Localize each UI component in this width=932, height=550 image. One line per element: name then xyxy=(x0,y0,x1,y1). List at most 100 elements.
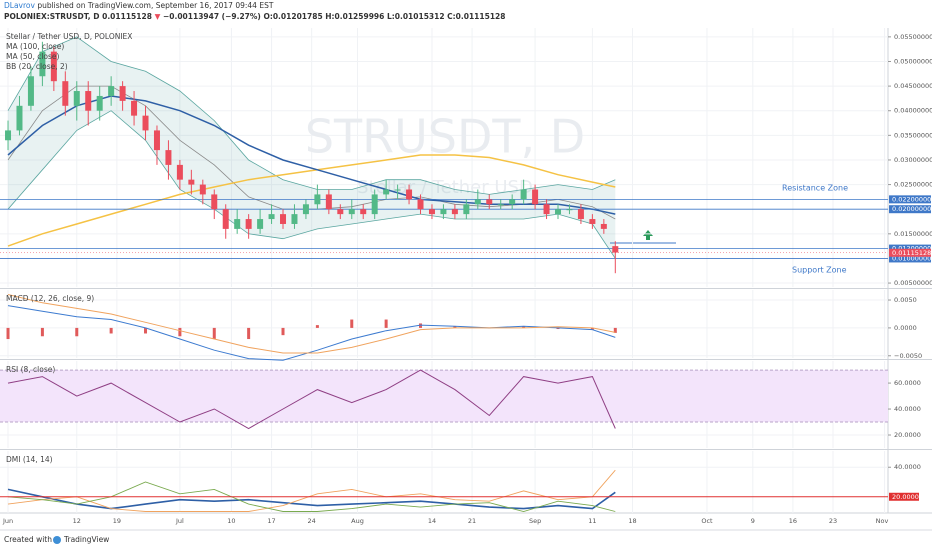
level-label-box xyxy=(889,254,931,263)
price: 0.01115128 xyxy=(102,12,152,21)
candle-body xyxy=(440,209,447,215)
rsi-line xyxy=(7,369,616,430)
macd-histogram-bar xyxy=(247,327,251,340)
candle-body xyxy=(188,179,195,185)
y-tick-label: 0.05000000 xyxy=(894,57,932,65)
candle-body xyxy=(39,51,46,77)
macd-histogram-bar xyxy=(212,327,216,340)
y-tick-label: 60.0000 xyxy=(894,379,921,387)
macd-line xyxy=(7,305,616,361)
level-label: 0.02200000 xyxy=(892,195,931,203)
y-tick-label: 40.0000 xyxy=(894,405,921,413)
panel-title: RSI (8, close) xyxy=(6,365,55,374)
candle-body xyxy=(371,194,378,215)
watermark-subtitle: Stellar / Tether USD xyxy=(357,177,533,198)
y-tick-label: 0.0000 xyxy=(894,324,917,332)
candle-body xyxy=(62,81,69,106)
candle-body xyxy=(600,223,607,229)
footer-brand[interactable]: TradingView xyxy=(63,535,109,544)
candle-body xyxy=(417,199,424,210)
y-tick-label: 40.0000 xyxy=(894,463,921,471)
candle-body xyxy=(50,51,57,82)
x-tick-label: 19 xyxy=(113,517,121,525)
candle-body xyxy=(555,209,562,215)
author[interactable]: DLavrov xyxy=(4,1,35,10)
candle-body xyxy=(337,209,344,215)
legend-title: Stellar / Tether USD, D, POLONIEX xyxy=(6,32,132,41)
candle-body xyxy=(383,189,390,195)
candle-body xyxy=(176,164,183,180)
candle-body xyxy=(245,219,252,229)
x-tick-label: 10 xyxy=(227,517,235,525)
change: −0.00113947 (−9.27%) xyxy=(163,12,261,21)
macd-histogram-bar xyxy=(75,327,79,337)
x-tick-label: Jul xyxy=(175,517,184,525)
candle-body xyxy=(474,199,481,205)
legend-entry: BB (20, close, 2) xyxy=(6,62,68,71)
macd-histogram-bar xyxy=(384,319,388,328)
logo xyxy=(53,536,61,544)
candle-body xyxy=(302,204,309,215)
candle-body xyxy=(73,91,80,106)
candle-body xyxy=(257,219,264,229)
candle-body xyxy=(222,209,229,229)
candle-body xyxy=(96,95,103,111)
x-tick-label: 17 xyxy=(267,517,275,525)
symbol: POLONIEX:STRUSDT, D xyxy=(4,12,99,21)
annotation: Resistance Zone xyxy=(782,184,848,193)
level-label-box xyxy=(889,244,931,253)
x-tick-label: 18 xyxy=(628,517,636,525)
last-price-label: 0.01115128 xyxy=(892,249,931,257)
y-tick-label: 0.03500000 xyxy=(894,131,932,139)
published: published on TradingView.com, September … xyxy=(35,1,274,10)
macd-histogram-bar xyxy=(522,326,526,328)
candle-body xyxy=(394,189,401,191)
arrow: ▼ xyxy=(155,12,161,21)
level-label: 0.01000000 xyxy=(892,254,931,262)
macd-histogram-bar xyxy=(590,327,594,330)
y-tick-label: 0.01500000 xyxy=(894,230,932,238)
candle-body xyxy=(153,130,160,151)
candle-body xyxy=(543,204,550,215)
x-tick-label: Jun xyxy=(2,517,13,525)
panel-title: DMI (14, 14) xyxy=(6,455,53,464)
candle-body xyxy=(463,204,470,215)
x-tick-label: 9 xyxy=(751,517,755,525)
footer-created: Created with xyxy=(4,535,52,544)
y-tick-label: 20.0000 xyxy=(894,431,921,439)
level-label: 0.02000000 xyxy=(892,205,931,213)
candle-body xyxy=(348,209,355,215)
macd-histogram-bar xyxy=(350,319,354,328)
candle-body xyxy=(85,91,92,111)
panel-title: MACD (12, 26, close, 9) xyxy=(6,294,94,303)
candle-body xyxy=(520,189,527,200)
legend-entry: MA (50, close) xyxy=(6,52,60,61)
candle-body xyxy=(325,194,332,210)
macd-histogram-bar xyxy=(144,327,148,334)
candle-body xyxy=(16,105,23,131)
macd-histogram-bar xyxy=(178,327,182,337)
candle-body xyxy=(142,115,149,131)
x-tick-label: 11 xyxy=(588,517,596,525)
candle-body xyxy=(131,100,138,116)
candle-body xyxy=(428,209,435,215)
candle-body xyxy=(234,219,241,229)
macd-histogram-bar xyxy=(281,327,285,336)
x-tick-label: Sep xyxy=(529,517,541,525)
macd-histogram-bar xyxy=(315,325,319,328)
x-tick-label: 12 xyxy=(73,517,81,525)
macd-histogram-bar xyxy=(109,327,113,334)
level-label: 0.01200000 xyxy=(892,245,931,253)
y-tick-label: 0.04000000 xyxy=(894,107,932,115)
candle-body xyxy=(589,219,596,224)
y-tick-label: 0.04500000 xyxy=(894,82,932,90)
x-tick-label: 24 xyxy=(308,517,316,525)
candle-body xyxy=(406,189,413,200)
rsi-band xyxy=(0,370,888,423)
x-tick-label: 14 xyxy=(428,517,436,525)
macd-histogram-bar xyxy=(419,323,423,328)
level-label-box xyxy=(889,195,931,204)
candle-body xyxy=(509,199,516,205)
y-tick-label: 0.00500000 xyxy=(894,279,932,287)
